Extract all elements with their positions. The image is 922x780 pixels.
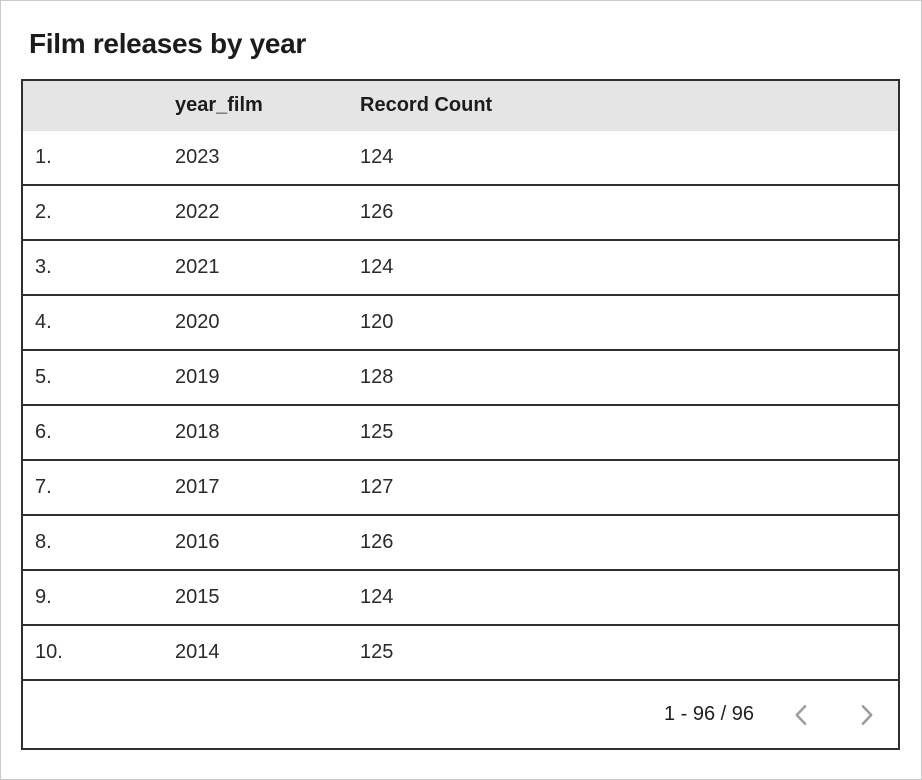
table-row: 4. 2020 120 — [23, 295, 898, 351]
row-index-cell: 9. — [23, 570, 158, 626]
record-count-cell: 126 — [345, 515, 898, 571]
chevron-left-icon — [787, 700, 817, 730]
record-count-cell: 124 — [345, 130, 898, 186]
year-film-cell: 2015 — [158, 570, 345, 626]
table-row: 3. 2021 124 — [23, 240, 898, 296]
table-row: 8. 2016 126 — [23, 515, 898, 571]
pagination-range-label: 1 - 96 / 96 — [663, 703, 754, 725]
row-index-cell: 1. — [23, 130, 158, 186]
header-cell-record-count[interactable]: Record Count — [345, 81, 898, 131]
table-row: 6. 2018 125 — [23, 405, 898, 461]
year-film-cell: 2021 — [158, 240, 345, 296]
data-table: year_film Record Count 1. 2023 124 2. 2022 12… — [23, 81, 898, 681]
table-footer: 1 - 96 / 96 — [23, 681, 898, 748]
row-index-cell: 4. — [23, 295, 158, 351]
table-row: 9. 2015 124 — [23, 570, 898, 626]
record-count-cell: 120 — [345, 295, 898, 351]
row-index-cell: 2. — [23, 185, 158, 241]
record-count-cell: 124 — [345, 240, 898, 296]
table-card: year_film Record Count 1. 2023 124 2. 2022 12… — [21, 79, 900, 750]
row-index-cell: 7. — [23, 460, 158, 516]
row-index-cell: 8. — [23, 515, 158, 571]
record-count-cell: 125 — [345, 405, 898, 461]
row-index-cell: 5. — [23, 350, 158, 406]
year-film-cell: 2016 — [158, 515, 345, 571]
header-cell-year-film[interactable]: year_film — [158, 81, 345, 131]
record-count-cell: 126 — [345, 185, 898, 241]
record-count-cell: 127 — [345, 460, 898, 516]
year-film-cell: 2020 — [158, 295, 345, 351]
record-count-cell: 128 — [345, 350, 898, 406]
year-film-cell: 2019 — [158, 350, 345, 406]
year-film-cell: 2017 — [158, 460, 345, 516]
table-row: 1. 2023 124 — [23, 130, 898, 186]
header-cell-index — [23, 81, 158, 131]
record-count-cell: 124 — [345, 570, 898, 626]
row-index-cell: 6. — [23, 405, 158, 461]
year-film-cell: 2014 — [158, 625, 345, 681]
next-page-button[interactable] — [846, 693, 886, 737]
page-title: Film releases by year — [29, 28, 306, 59]
chevron-right-icon — [851, 700, 881, 730]
table-row: 10. 2014 125 — [23, 625, 898, 681]
table-header-row: year_film Record Count — [23, 81, 898, 131]
table-body: 1. 2023 124 2. 2022 126 3. 2021 124 4. 2020 120 5. 20… — [23, 130, 898, 681]
year-film-cell: 2023 — [158, 130, 345, 186]
row-index-cell: 3. — [23, 240, 158, 296]
year-film-cell: 2018 — [158, 405, 345, 461]
prev-page-button[interactable] — [782, 693, 822, 737]
table-row: 5. 2019 128 — [23, 350, 898, 406]
row-index-cell: 10. — [23, 625, 158, 681]
record-count-cell: 125 — [345, 625, 898, 681]
table-row: 2. 2022 126 — [23, 185, 898, 241]
table-row: 7. 2017 127 — [23, 460, 898, 516]
year-film-cell: 2022 — [158, 185, 345, 241]
